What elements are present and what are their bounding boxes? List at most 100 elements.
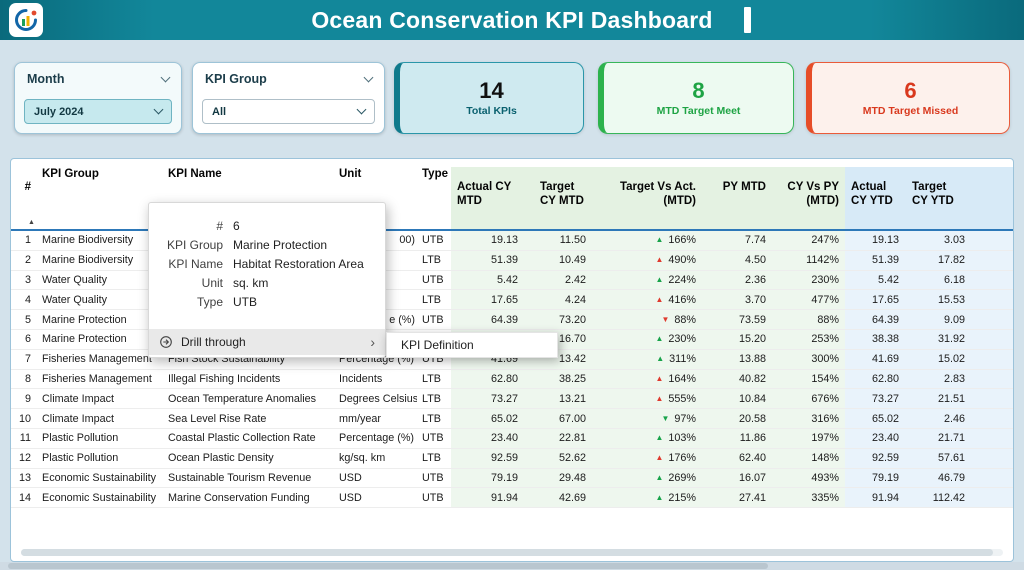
column-header-index[interactable]: # — [24, 181, 31, 193]
table-row[interactable]: 5 Marine Protection e (%) UTB 64.39 73.20 ▼ 88%… — [11, 310, 1013, 330]
tooltip-field-value: sq. km — [233, 275, 269, 290]
target-cy-ytd-cell: 57.61 — [905, 448, 1013, 468]
tooltip-field-label: Type — [196, 294, 223, 309]
table-row[interactable]: 4 Water Quality LTB 17.65 4.24 ▲ 416% 3.70 477% 1… — [11, 290, 1013, 311]
drill-through-item[interactable]: Drill through › — [149, 329, 385, 355]
actual-cy-ytd-cell: 62.80 — [845, 369, 905, 389]
column-header-target-cy-mtd[interactable]: Target CY MTD — [524, 167, 592, 229]
row-number-cell: 12 — [18, 452, 31, 465]
cy-vs-py-cell: 300% — [772, 349, 845, 369]
target-cy-mtd-cell: 11.50 — [524, 231, 592, 250]
column-header-kpi-name[interactable]: KPI Name — [168, 168, 222, 180]
row-number-cell: 6 — [24, 333, 31, 346]
sort-ascending-icon: ▲ — [28, 219, 35, 226]
target-vs-actual-pct: 311% — [669, 353, 696, 366]
triangle-up-icon: ▲ — [655, 472, 664, 482]
column-header-cy-vs-py[interactable]: CY Vs PY (MTD) — [772, 167, 845, 229]
target-vs-actual-pct: 103% — [668, 432, 696, 445]
kpi-group-cell: Economic Sustainability — [42, 491, 157, 504]
type-cell: UTB — [422, 234, 444, 247]
type-cell: UTB — [422, 313, 444, 326]
header-bar: Ocean Conservation KPI Dashboard — [0, 0, 1024, 40]
column-header-actual-cy-mtd[interactable]: Actual CY MTD — [451, 167, 524, 229]
triangle-up-icon: ▲ — [655, 274, 664, 284]
mtd-target-missed-value: 6 — [904, 77, 917, 103]
target-cy-ytd-cell: 15.02 — [905, 349, 1013, 369]
row-number-cell: 7 — [24, 353, 31, 366]
table-row[interactable]: 13 Economic Sustainability Sustainable Tou… — [11, 468, 1013, 489]
actual-cy-mtd-cell: 5.42 — [451, 270, 524, 290]
actual-cy-ytd-cell: 64.39 — [845, 310, 905, 329]
kpi-group-cell: Economic Sustainability — [42, 471, 157, 484]
target-cy-ytd-cell: 31.92 — [905, 329, 1013, 349]
kpi-group-slicer-header[interactable]: KPI Group — [193, 63, 384, 86]
scrollbar-thumb[interactable] — [21, 549, 994, 556]
triangle-down-icon: ▼ — [661, 413, 670, 423]
py-mtd-cell: 7.74 — [702, 231, 772, 250]
actual-cy-mtd-cell: 17.65 — [451, 290, 524, 310]
actual-cy-ytd-cell: 92.59 — [845, 448, 905, 468]
mtd-target-meet-card: 8 MTD Target Meet — [598, 62, 794, 134]
kpi-group-select-value: All — [212, 105, 227, 118]
cy-vs-py-cell: 253% — [772, 329, 845, 349]
month-select[interactable]: July 2024 — [24, 99, 172, 124]
cy-vs-py-cell: 316% — [772, 409, 845, 428]
triangle-up-icon: ▲ — [655, 334, 664, 344]
target-cy-mtd-cell: 13.21 — [524, 389, 592, 409]
table-row[interactable]: 8 Fisheries Management Illegal Fishing Inc… — [11, 369, 1013, 390]
actual-cy-mtd-cell: 23.40 — [451, 428, 524, 448]
target-vs-actual-pct: 164% — [668, 372, 696, 385]
target-cy-ytd-cell: 21.71 — [905, 428, 1013, 448]
actual-cy-mtd-cell: 92.59 — [451, 448, 524, 468]
triangle-up-icon: ▲ — [655, 433, 664, 443]
py-mtd-cell: 20.58 — [702, 409, 772, 428]
column-header-unit[interactable]: Unit — [339, 168, 362, 180]
app-logo-icon — [9, 3, 43, 37]
actual-cy-ytd-cell: 23.40 — [845, 428, 905, 448]
table-row[interactable]: 11 Plastic Pollution Coastal Plastic Colle… — [11, 428, 1013, 449]
actual-cy-mtd-cell: 65.02 — [451, 409, 524, 428]
kpi-group-cell: Marine Protection — [42, 333, 127, 346]
target-cy-ytd-cell: 6.18 — [905, 270, 1013, 290]
scrollbar-thumb[interactable] — [8, 563, 768, 569]
column-header-type[interactable]: Type — [422, 168, 448, 180]
column-header-target-cy-ytd[interactable]: Target CY YTD — [905, 167, 1013, 229]
kpi-group-select[interactable]: All — [202, 99, 375, 124]
table-row[interactable]: 2 Marine Biodiversity LTB 51.39 10.49 ▲ 490% 4.… — [11, 250, 1013, 271]
column-header-actual-cy-ytd[interactable]: Actual CY YTD — [845, 167, 905, 229]
kpi-name-cell: Illegal Fishing Incidents — [168, 372, 281, 385]
actual-cy-ytd-cell: 17.65 — [845, 290, 905, 310]
table-row[interactable]: 14 Economic Sustainability Marine Conserva… — [11, 488, 1013, 509]
triangle-up-icon: ▲ — [655, 235, 664, 245]
month-slicer-header[interactable]: Month — [15, 63, 181, 86]
table-row[interactable]: 1 Marine Biodiversity 00) UTB 19.13 11.50 ▲ 166… — [11, 231, 1013, 251]
column-header-target-vs-act[interactable]: Target Vs Act. (MTD) — [592, 167, 702, 229]
table-row[interactable]: 10 Climate Impact Sea Level Rise Rate mm/ye… — [11, 409, 1013, 429]
cy-vs-py-cell: 676% — [772, 389, 845, 409]
row-number-cell: 2 — [24, 254, 31, 267]
target-vs-actual-cell: ▼ 88% — [592, 310, 702, 329]
row-number-cell: 8 — [24, 372, 31, 385]
table-row[interactable]: 3 Water Quality UTB 5.42 2.42 ▲ 224% 2.36 230% 5.… — [11, 270, 1013, 291]
table-row[interactable]: 7 Fisheries Management Fish Stock Sustaina… — [11, 349, 1013, 370]
target-vs-actual-cell: ▲ 269% — [592, 468, 702, 488]
type-cell: UTB — [422, 491, 444, 504]
actual-cy-ytd-cell: 41.69 — [845, 349, 905, 369]
kpi-group-cell: Plastic Pollution — [42, 432, 119, 445]
type-cell: LTB — [422, 392, 441, 405]
column-header-py-mtd[interactable]: PY MTD — [702, 167, 772, 229]
table-header-row: # KPI Group KPI Name Unit Type Actual CY… — [11, 167, 1013, 231]
table-row[interactable]: 9 Climate Impact Ocean Temperature Anomali… — [11, 389, 1013, 410]
total-kpis-value: 14 — [479, 77, 504, 103]
unit-cell: Degrees Celsius — [339, 392, 417, 405]
target-vs-actual-pct: 97% — [674, 412, 696, 425]
kpi-name-cell: Sea Level Rise Rate — [168, 412, 267, 425]
tooltip-field-value: UTB — [233, 294, 257, 309]
table-row[interactable]: 12 Plastic Pollution Ocean Plastic Density… — [11, 448, 1013, 469]
py-mtd-cell: 73.59 — [702, 310, 772, 329]
kpi-group-cell: Fisheries Management — [42, 353, 152, 366]
cy-vs-py-cell: 154% — [772, 369, 845, 389]
target-vs-actual-pct: 555% — [668, 392, 696, 405]
kpi-definition-item[interactable]: KPI Definition — [386, 332, 558, 358]
column-header-kpi-group[interactable]: KPI Group — [42, 168, 99, 180]
